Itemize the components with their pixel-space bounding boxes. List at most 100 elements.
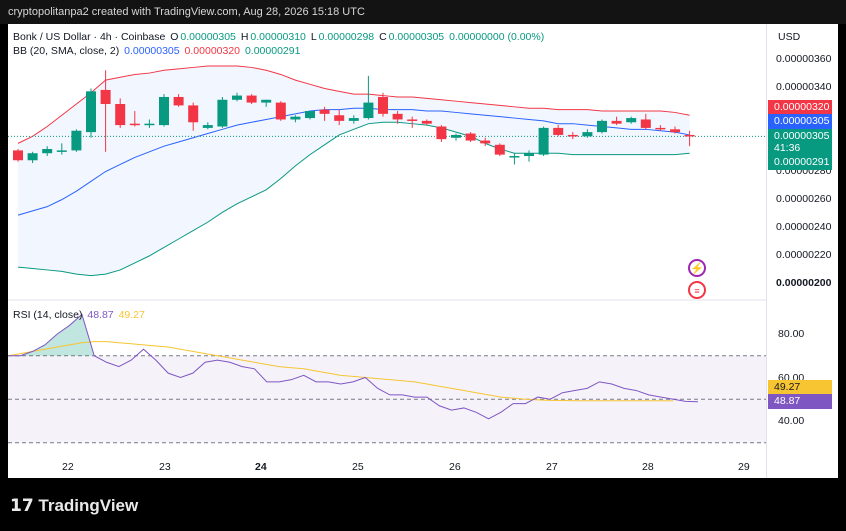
candle-body: [159, 96, 169, 126]
candle-body: [451, 134, 461, 138]
price-tick: 0.00000220: [776, 249, 832, 261]
candle-body: [261, 99, 272, 103]
candle-body: [334, 115, 345, 121]
candle-body: [582, 132, 593, 137]
ohlc-low-label: L: [310, 31, 317, 43]
candle-body: [56, 150, 67, 152]
brand-name: TradingView: [38, 496, 139, 515]
bb-band-fill: [18, 66, 690, 276]
candle-body: [597, 120, 607, 133]
candle-body: [348, 118, 359, 121]
bb-lower-tag: 0.00000291: [768, 155, 832, 170]
candle-body: [363, 102, 374, 119]
rsi-tick: 80.00: [778, 328, 805, 340]
candle-body: [42, 149, 53, 154]
ohlc-change: 0.00000000 (0.00%): [449, 31, 545, 43]
candle-body: [655, 127, 666, 130]
price-tick: 0.00000340: [776, 81, 832, 93]
candle-body: [567, 134, 578, 137]
ohlc-close: 0.00000305: [388, 31, 445, 43]
bb-label: BB (20, SMA, close, 2): [13, 45, 120, 57]
candle-body: [246, 95, 257, 103]
candle-body: [553, 127, 564, 135]
candle-body: [86, 91, 96, 133]
ohlc-high-label: H: [240, 31, 249, 43]
candle-body: [129, 123, 140, 126]
ohlc-low: 0.00000298: [318, 31, 375, 43]
x-tick: 22: [62, 461, 74, 473]
candle-body: [100, 89, 111, 104]
bb-mid-tag: 0.00000305: [768, 114, 832, 129]
rsi-tick: 40.00: [778, 415, 805, 427]
candle-body: [319, 109, 330, 114]
last-price-tag: 0.00000305: [768, 129, 832, 144]
x-tick: 27: [546, 461, 558, 473]
price-tick: 0.00000360: [776, 53, 832, 65]
candle-body: [202, 125, 213, 128]
tradingview-logo[interactable]: 𝟭𝟳 TradingView: [10, 496, 138, 516]
candle-body: [524, 153, 534, 157]
bb-lower-line: [17, 121, 690, 277]
x-tick: 26: [449, 461, 461, 473]
bar-countdown: 41:36: [768, 141, 832, 156]
candle-body: [670, 129, 680, 133]
rsi-ma-value: 49.27: [118, 309, 145, 321]
candle-body: [305, 111, 315, 119]
flag-icon[interactable]: ≡: [688, 281, 706, 299]
x-tick: 29: [738, 461, 750, 473]
bb-lower-value: 0.00000291: [244, 45, 301, 57]
x-tick: 23: [159, 461, 171, 473]
ohlc-open-label: O: [170, 31, 179, 43]
candle-body: [626, 118, 637, 123]
rsi-overbought-fill: [8, 314, 107, 356]
footer: 𝟭𝟳 TradingView: [0, 480, 846, 531]
bb-mid-value: 0.00000305: [124, 45, 180, 57]
rsi-line: [8, 313, 699, 420]
rsi-value: 48.87: [87, 309, 114, 321]
price-tick: 0.00000260: [776, 193, 832, 205]
bb-upper-tag: 0.00000320: [768, 100, 832, 115]
candle-body: [71, 130, 82, 151]
candle-body: [465, 133, 476, 141]
currency-label[interactable]: USD: [778, 31, 801, 43]
candle-body: [684, 134, 695, 137]
top-bar: cryptopolitanpa2 created with TradingVie…: [0, 0, 846, 24]
candle-body: [144, 123, 155, 126]
candle-body: [436, 126, 447, 140]
symbol-legend[interactable]: Bonk / US Dollar · 4h · Coinbase O 0.0000…: [13, 31, 546, 43]
price-tick: 0.00000240: [776, 221, 832, 233]
right-edge: [838, 24, 846, 478]
candle-body: [611, 120, 622, 124]
rsi-ma-tag: 49.27: [768, 380, 832, 395]
candle-body: [173, 96, 184, 106]
candle-body: [13, 150, 23, 161]
candle-body: [392, 113, 403, 120]
candle-body: [509, 156, 520, 158]
bb-upper-line: [17, 65, 690, 144]
candle-body: [538, 127, 549, 155]
candle-body: [494, 144, 505, 155]
x-tick: 24: [255, 461, 267, 473]
price-tick: 0.00000200: [776, 277, 832, 289]
tv-logo-icon: 𝟭𝟳: [10, 496, 34, 515]
rsi-ma-line: [7, 341, 674, 402]
ohlc-open: 0.00000305: [180, 31, 236, 43]
candle-body: [640, 119, 651, 128]
bb-legend[interactable]: BB (20, SMA, close, 2) 0.00000305 0.0000…: [13, 45, 302, 57]
rsi-legend[interactable]: RSI (14, close) 48.87 49.27: [13, 309, 147, 321]
x-tick: 28: [642, 461, 654, 473]
candle-body: [480, 140, 491, 144]
candle-body: [378, 96, 388, 114]
candle-body: [275, 102, 286, 120]
lightning-icon[interactable]: ⚡: [688, 259, 706, 277]
candle-body: [232, 95, 242, 100]
bb-mid-line: [17, 107, 690, 216]
candle-body: [407, 119, 418, 121]
candle-body: [217, 99, 228, 127]
ohlc-close-label: C: [379, 31, 387, 43]
symbol-label: Bonk / US Dollar · 4h · Coinbase: [13, 31, 166, 43]
candle-body: [27, 153, 38, 161]
bb-upper-value: 0.00000320: [184, 45, 241, 57]
ohlc-high: 0.00000310: [250, 31, 306, 43]
